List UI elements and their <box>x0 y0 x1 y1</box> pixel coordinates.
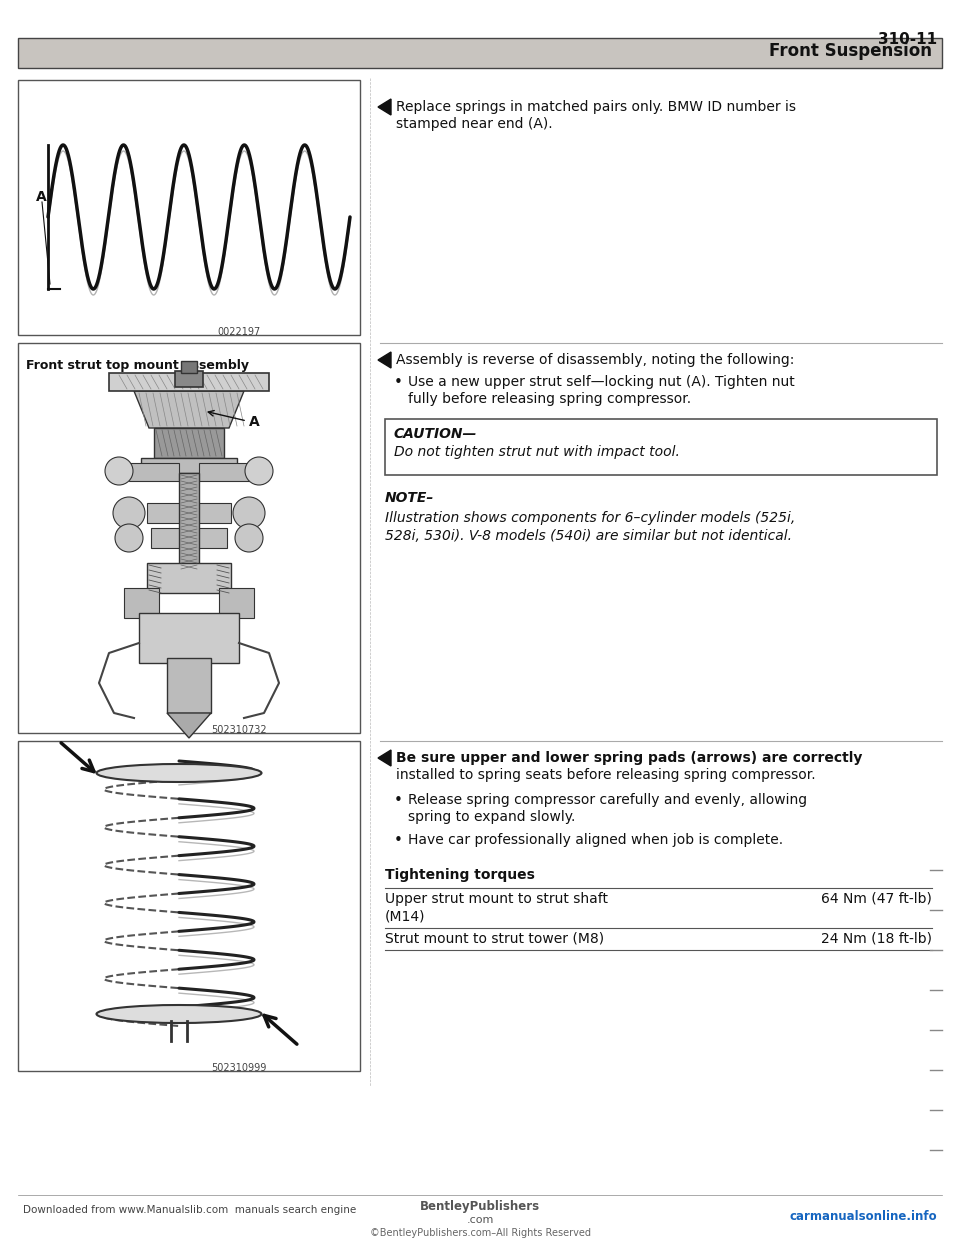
Polygon shape <box>134 391 244 428</box>
Text: 310-11: 310-11 <box>877 32 937 47</box>
Text: 528i, 530i). V-8 models (540i) are similar but not identical.: 528i, 530i). V-8 models (540i) are simil… <box>385 529 792 543</box>
Text: .com: .com <box>467 1215 493 1225</box>
Polygon shape <box>167 713 211 738</box>
Bar <box>129 463 179 481</box>
Bar <box>109 373 269 391</box>
Text: 24 Nm (18 ft-lb): 24 Nm (18 ft-lb) <box>821 932 932 946</box>
Text: 502310999: 502310999 <box>211 1063 267 1073</box>
Polygon shape <box>378 99 391 116</box>
Bar <box>139 614 239 663</box>
Text: Illustration shows components for 6–cylinder models (525i,: Illustration shows components for 6–cyli… <box>385 510 795 525</box>
Text: •: • <box>394 375 403 390</box>
Text: Be sure upper and lower spring pads (arrows) are correctly: Be sure upper and lower spring pads (arr… <box>396 751 862 765</box>
Text: A: A <box>249 415 260 428</box>
Text: Upper strut mount to strut shaft: Upper strut mount to strut shaft <box>385 892 608 905</box>
Bar <box>18 343 360 733</box>
Text: •: • <box>394 833 403 848</box>
Circle shape <box>115 524 143 551</box>
Text: spring to expand slowly.: spring to expand slowly. <box>408 810 575 823</box>
Bar <box>151 528 227 548</box>
Text: Downloaded from www.Manualslib.com  manuals search engine: Downloaded from www.Manualslib.com manua… <box>23 1205 356 1215</box>
Bar <box>147 503 231 523</box>
Text: A: A <box>36 190 47 204</box>
Bar <box>18 741 360 1071</box>
Text: carmanualsonline.info: carmanualsonline.info <box>789 1210 937 1223</box>
Bar <box>181 361 197 373</box>
Text: stamped near end (A).: stamped near end (A). <box>396 117 553 130</box>
Text: Replace springs in matched pairs only. BMW ID number is: Replace springs in matched pairs only. B… <box>396 101 796 114</box>
Text: Use a new upper strut self—locking nut (A). Tighten nut: Use a new upper strut self—locking nut (… <box>408 375 795 389</box>
Text: 502310732: 502310732 <box>211 725 267 735</box>
Bar <box>18 79 360 335</box>
Text: installed to spring seats before releasing spring compressor.: installed to spring seats before releasi… <box>396 768 816 782</box>
Text: fully before releasing spring compressor.: fully before releasing spring compressor… <box>408 392 691 406</box>
Text: ©BentleyPublishers.com–All Rights Reserved: ©BentleyPublishers.com–All Rights Reserv… <box>370 1228 590 1238</box>
Text: Tightening torques: Tightening torques <box>385 868 535 882</box>
Bar <box>199 463 249 481</box>
Polygon shape <box>378 750 391 766</box>
Bar <box>124 587 159 619</box>
Bar <box>385 419 937 474</box>
Circle shape <box>245 457 273 484</box>
Bar <box>219 587 254 619</box>
Text: Release spring compressor carefully and evenly, allowing: Release spring compressor carefully and … <box>408 792 807 807</box>
Bar <box>141 458 237 473</box>
Text: (M14): (M14) <box>385 909 425 923</box>
Bar <box>175 371 203 388</box>
Text: Front Suspension: Front Suspension <box>769 42 932 60</box>
Text: Assembly is reverse of disassembly, noting the following:: Assembly is reverse of disassembly, noti… <box>396 353 794 366</box>
Bar <box>18 39 942 68</box>
Text: 0022197: 0022197 <box>217 327 260 337</box>
Text: BentleyPublishers: BentleyPublishers <box>420 1200 540 1213</box>
Text: Do not tighten strut nut with impact tool.: Do not tighten strut nut with impact too… <box>394 445 680 460</box>
Text: Strut mount to strut tower (M8): Strut mount to strut tower (M8) <box>385 932 604 946</box>
Circle shape <box>235 524 263 551</box>
Text: NOTE–: NOTE– <box>385 491 434 505</box>
Bar <box>179 473 199 573</box>
Circle shape <box>233 497 265 529</box>
Text: 64 Nm (47 ft-lb): 64 Nm (47 ft-lb) <box>821 892 932 905</box>
Text: CAUTION—: CAUTION— <box>394 427 477 441</box>
Bar <box>147 563 231 592</box>
Circle shape <box>105 457 133 484</box>
Text: Front strut top mount assembly: Front strut top mount assembly <box>26 359 249 373</box>
Ellipse shape <box>97 764 261 782</box>
Circle shape <box>113 497 145 529</box>
Bar <box>154 428 224 458</box>
Text: •: • <box>394 792 403 809</box>
Polygon shape <box>378 351 391 368</box>
Bar <box>167 658 211 713</box>
Text: Have car professionally aligned when job is complete.: Have car professionally aligned when job… <box>408 833 783 847</box>
Ellipse shape <box>97 1005 261 1023</box>
